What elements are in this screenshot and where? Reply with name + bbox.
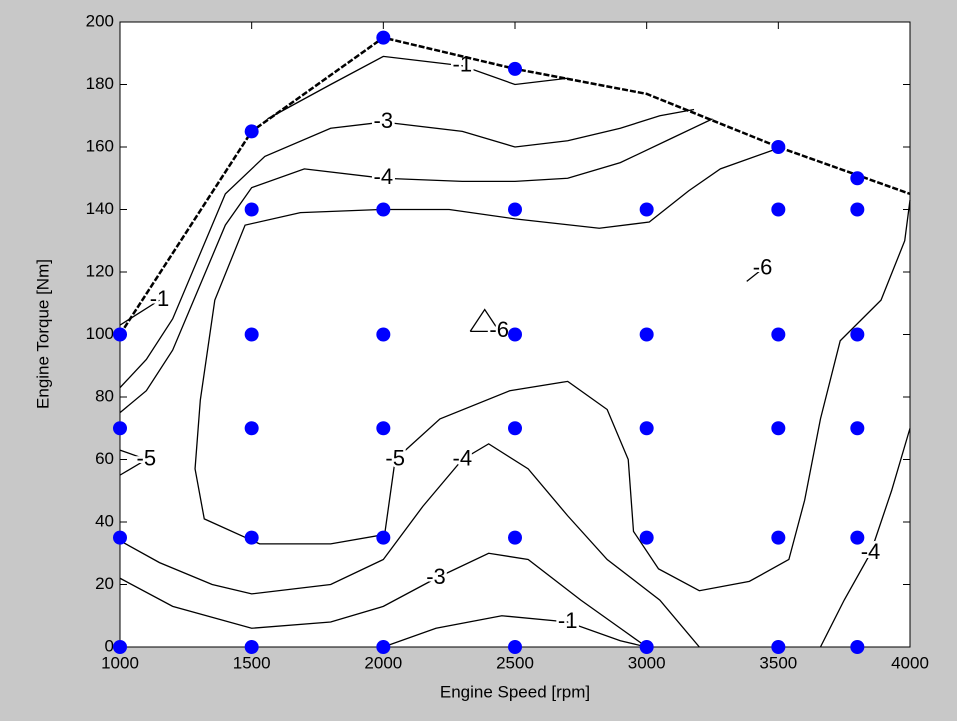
data-point [113,421,127,436]
x-tick-label: 2000 [364,653,402,672]
y-tick-label: 0 [105,636,114,655]
data-point [244,640,259,654]
contour-label: -6 [489,317,509,342]
y-tick-label: 160 [86,136,114,155]
x-tick-label: 4000 [891,653,929,672]
data-point [376,421,391,436]
contour-line [119,118,911,648]
y-tick-label: 120 [86,261,114,280]
data-point [244,327,259,342]
contour-label: -1 [558,608,578,633]
data-point [771,327,786,342]
data-point [113,530,127,545]
x-tick-label: 3500 [759,653,797,672]
data-point [113,327,127,342]
data-point [376,202,391,217]
data-point [771,640,786,654]
data-point [244,202,259,217]
contour-label: -6 [753,255,773,280]
contour-line [469,268,763,333]
contour-line [119,149,911,592]
contour-label: -5 [385,445,405,470]
x-tick-label: 3000 [628,653,666,672]
contour-label: -4 [453,445,473,470]
data-point [244,421,259,436]
data-point [508,530,522,545]
data-point [639,202,654,217]
x-tick-label: 2500 [496,653,534,672]
contour-line [119,108,695,648]
data-point [508,61,522,76]
x-axis-label: Engine Speed [rpm] [440,682,590,701]
data-point [771,202,786,217]
data-point [850,640,865,654]
data-point [850,171,865,186]
data-point [376,327,391,342]
y-axis-label: Engine Torque [Nm] [33,259,52,409]
y-tick-label: 200 [86,11,114,30]
data-point [376,640,391,654]
y-tick-label: 140 [86,199,114,218]
contour-label: -4 [861,539,881,564]
data-point [771,530,786,545]
data-point [508,421,522,436]
data-point [771,421,786,436]
data-point [508,202,522,217]
data-point [113,640,127,654]
data-point [850,421,865,436]
data-point [508,327,522,342]
y-tick-label: 80 [95,386,114,405]
data-point [639,421,654,436]
x-tick-label: 1000 [101,653,139,672]
contour-label: -3 [426,564,446,589]
data-point [639,640,654,654]
y-tick-label: 180 [86,74,114,93]
y-tick-label: 20 [95,574,114,593]
contour-line [119,55,647,648]
data-point [376,30,391,45]
data-point [639,327,654,342]
data-point [850,202,865,217]
contour-label: -3 [374,108,394,133]
contour-label: -5 [137,445,157,470]
contour-label: -4 [374,164,394,189]
data-point [850,327,865,342]
y-tick-label: 60 [95,449,114,468]
y-tick-label: 100 [86,324,114,343]
data-point [639,530,654,545]
data-point [850,530,865,545]
contour-label: -1 [150,286,170,311]
data-point [376,530,391,545]
data-point [771,140,786,154]
data-point [508,640,522,654]
x-tick-label: 1500 [233,653,271,672]
data-point [244,124,259,139]
y-tick-label: 40 [95,511,114,530]
data-point [244,530,259,545]
